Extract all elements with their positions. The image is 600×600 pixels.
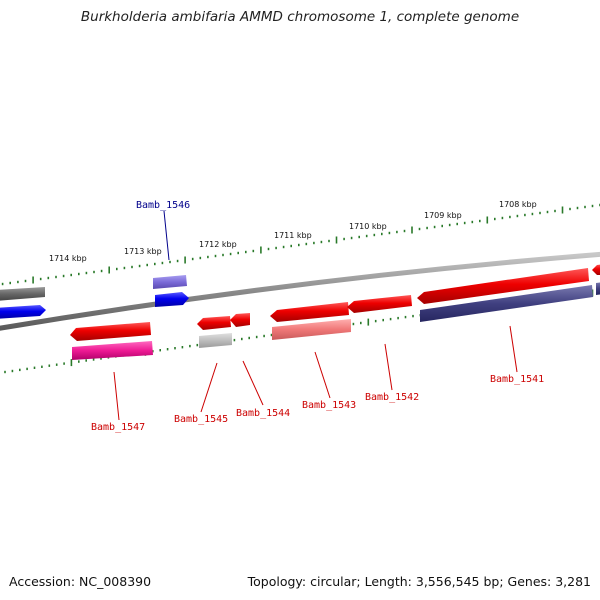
leader-bamb-1544 [242,360,264,406]
label-leader-lines [113,210,518,421]
forward-strand-features [0,264,600,319]
gene-label-bamb-1546[interactable]: Bamb_1546 [136,200,190,211]
gene-arrow-bamb-1546[interactable] [153,275,187,289]
gene-arrow-bamb-1545[interactable] [197,316,231,330]
tick-label-1709: 1709 kbp [424,211,462,220]
gene-arrow-bamb-1547[interactable] [70,322,151,341]
cds-arrow-right-edge-red[interactable] [592,264,600,275]
accession-text: Accession: NC_008390 [9,574,152,589]
gene-arrow-left-edge-gray[interactable] [0,287,45,301]
leader-bamb-1545 [200,362,218,413]
tick-label-1712: 1712 kbp [199,240,237,249]
kbp-labels: 1714 kbp 1713 kbp 1712 kbp 1711 kbp 1710… [49,200,537,263]
cds-arrow-right-edge-navy[interactable] [596,282,600,295]
chromosome-backbone [0,251,600,331]
cds-arrow-bamb-1547[interactable] [72,341,153,360]
gene-label-bamb-1544[interactable]: Bamb_1544 [236,408,290,419]
gene-arrow-bamb-1544[interactable] [230,313,250,327]
gene-arrow-bamb-1541[interactable] [417,268,589,304]
cds-arrow-bamb-1541[interactable] [420,285,593,322]
gene-labels: Bamb_1546 Bamb_1547 Bamb_1545 Bamb_1544 … [91,200,544,433]
cds-arrow-bamb-1546[interactable] [155,292,189,307]
gene-arrow-bamb-1542[interactable] [347,295,412,313]
leader-bamb-1546 [163,210,170,261]
reverse-strand-features [70,268,600,360]
tick-label-1713: 1713 kbp [124,247,162,256]
tick-label-1710: 1710 kbp [349,222,387,231]
gene-arrow-bamb-1543[interactable] [270,302,349,322]
tick-label-1708: 1708 kbp [499,200,537,209]
cds-arrow-left-edge-blue[interactable] [0,305,46,319]
gene-label-bamb-1543[interactable]: Bamb_1543 [302,400,356,411]
page-title: Burkholderia ambifaria AMMD chromosome 1… [80,9,520,25]
outer-tick-ring [1,203,600,286]
tick-label-1711: 1711 kbp [274,231,312,240]
gene-label-bamb-1541[interactable]: Bamb_1541 [490,374,544,385]
cds-arrow-bamb-1543[interactable] [272,319,351,340]
leader-bamb-1541 [509,325,518,373]
leader-bamb-1547 [113,371,120,421]
leader-bamb-1543 [314,351,331,399]
cds-arrow-bamb-1545[interactable] [199,333,232,348]
gene-label-bamb-1547[interactable]: Bamb_1547 [91,422,145,433]
tick-label-1714: 1714 kbp [49,254,87,263]
topology-text: Topology: circular; Length: 3,556,545 bp… [247,574,591,589]
leader-bamb-1542 [384,343,393,391]
gene-label-bamb-1542[interactable]: Bamb_1542 [365,392,419,403]
gene-label-bamb-1545[interactable]: Bamb_1545 [174,414,228,425]
